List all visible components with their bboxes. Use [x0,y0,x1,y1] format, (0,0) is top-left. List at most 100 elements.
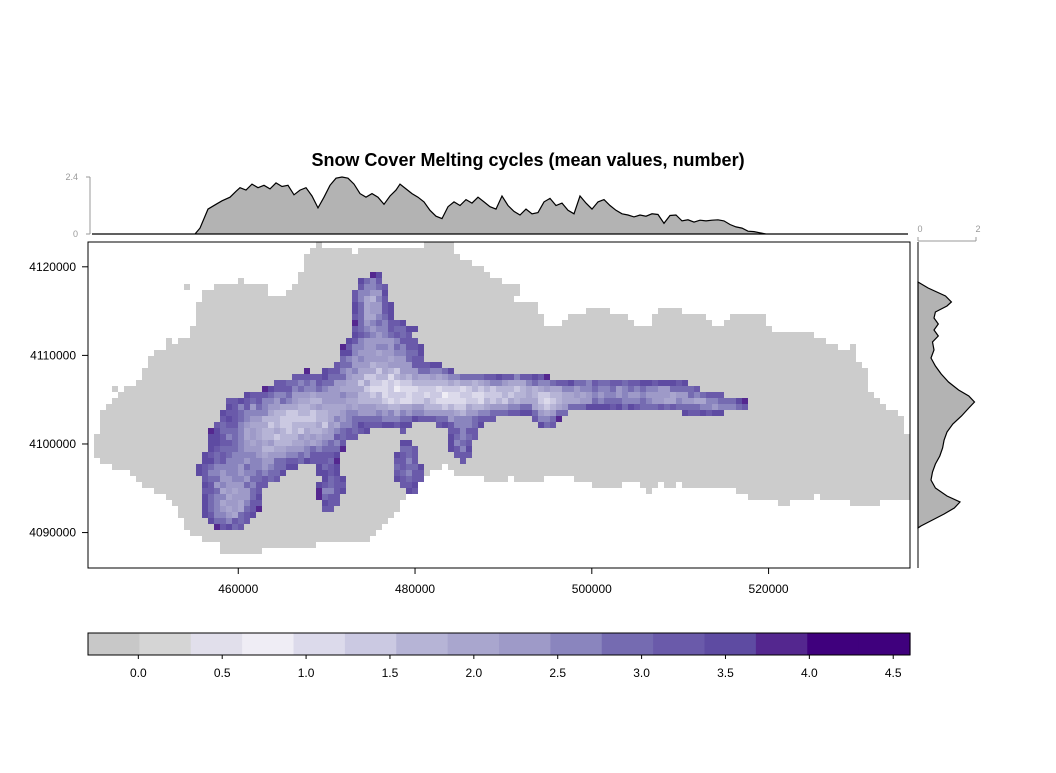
raster-cell [610,386,616,392]
raster-cell [190,404,196,410]
raster-cell [652,350,658,356]
raster-cell [250,548,256,554]
raster-cell [298,434,304,440]
raster-cell [304,254,310,260]
raster-cell [262,398,268,404]
raster-cell [790,392,796,398]
raster-cell [376,272,382,278]
raster-cell [712,440,718,446]
raster-cell [490,290,496,296]
raster-cell [550,458,556,464]
raster-cell [268,494,274,500]
raster-cell [124,452,130,458]
raster-cell [382,458,388,464]
raster-cell [364,374,370,380]
raster-cell [604,332,610,338]
raster-cell [328,272,334,278]
raster-cell [322,386,328,392]
raster-cell [202,338,208,344]
raster-cell [298,422,304,428]
raster-cell [424,260,430,266]
raster-cell [736,320,742,326]
raster-cell [838,464,844,470]
raster-cell [760,440,766,446]
raster-cell [724,374,730,380]
raster-cell [340,404,346,410]
raster-cell [520,314,526,320]
raster-cell [562,338,568,344]
raster-cell [220,500,226,506]
raster-cell [364,320,370,326]
raster-cell [274,518,280,524]
raster-cell [808,476,814,482]
raster-cell [574,332,580,338]
raster-cell [838,404,844,410]
raster-cell [808,470,814,476]
raster-cell [616,446,622,452]
raster-cell [730,458,736,464]
raster-cell [316,500,322,506]
raster-cell [802,482,808,488]
raster-cell [442,308,448,314]
raster-cell [400,332,406,338]
raster-cell [616,452,622,458]
raster-cell [532,452,538,458]
raster-cell [520,398,526,404]
raster-cell [550,380,556,386]
raster-cell [892,428,898,434]
raster-cell [754,482,760,488]
raster-cell [178,428,184,434]
raster-cell [598,344,604,350]
raster-cell [268,422,274,428]
raster-cell [760,464,766,470]
raster-cell [250,482,256,488]
raster-cell [760,428,766,434]
raster-cell [442,242,448,248]
raster-cell [334,530,340,536]
raster-cell [598,386,604,392]
raster-cell [298,416,304,422]
raster-cell [394,470,400,476]
raster-cell [574,404,580,410]
raster-cell [544,416,550,422]
raster-cell [886,410,892,416]
raster-cell [628,380,634,386]
raster-cell [454,470,460,476]
raster-cell [430,332,436,338]
raster-cell [262,320,268,326]
raster-cell [778,494,784,500]
raster-cell [358,398,364,404]
raster-cell [694,344,700,350]
raster-cell [490,314,496,320]
raster-cell [196,392,202,398]
raster-cell [532,332,538,338]
raster-cell [502,464,508,470]
raster-cell [820,398,826,404]
raster-cell [412,476,418,482]
raster-cell [790,380,796,386]
raster-cell [268,320,274,326]
raster-cell [748,494,754,500]
raster-cell [280,326,286,332]
raster-cell [286,368,292,374]
raster-cell [790,368,796,374]
raster-cell [604,482,610,488]
raster-cell [874,404,880,410]
raster-cell [268,482,274,488]
raster-cell [760,374,766,380]
raster-cell [232,398,238,404]
raster-cell [700,470,706,476]
raster-cell [508,320,514,326]
raster-cell [586,368,592,374]
raster-cell [778,386,784,392]
raster-cell [184,470,190,476]
raster-cell [340,302,346,308]
raster-cell [298,512,304,518]
raster-cell [340,314,346,320]
raster-cell [820,344,826,350]
raster-cell [622,320,628,326]
raster-cell [646,362,652,368]
raster-cell [148,380,154,386]
raster-cell [262,392,268,398]
raster-cell [208,320,214,326]
